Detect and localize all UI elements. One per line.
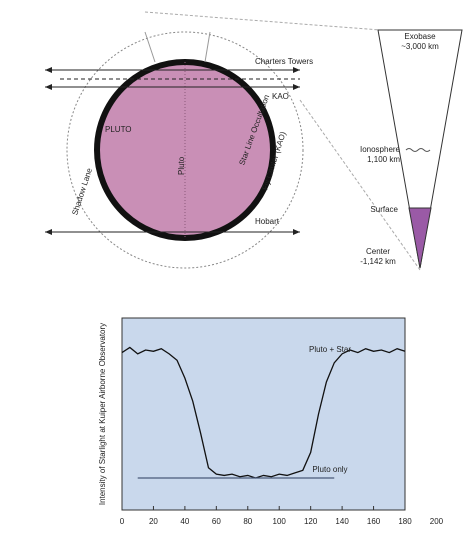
chord-label: KAO [272, 92, 289, 101]
x-tick-label: 20 [149, 517, 158, 526]
x-tick-label: 200 [430, 517, 444, 526]
figure: Charters Towers KAO Hobart PLUTO Pluto S… [0, 0, 466, 535]
x-tick-label: 0 [120, 517, 125, 526]
x-tick-label: 120 [304, 517, 318, 526]
wedge-label: ~3,000 km [401, 42, 439, 51]
pointer [145, 32, 155, 62]
x-tick-label: 80 [243, 517, 252, 526]
series-label: Pluto only [312, 465, 347, 474]
x-tick-label: 160 [367, 517, 381, 526]
y-axis-label: Intensity of Starlight at Kuiper Airborn… [98, 323, 107, 505]
wedge-label: Exobase [404, 32, 436, 41]
x-tick-label: 40 [180, 517, 189, 526]
occultation-diagram: Charters Towers KAO Hobart PLUTO Pluto S… [45, 12, 462, 270]
wedge-label: Center [366, 247, 390, 256]
x-tick-label: 60 [212, 517, 221, 526]
pointer [205, 32, 210, 62]
x-tick-label: 180 [398, 517, 412, 526]
wedge-label: Surface [370, 205, 398, 214]
wedge-label: Ionosphere [360, 145, 401, 154]
plot-area [122, 318, 405, 510]
x-tick-label: 140 [335, 517, 349, 526]
chord-label: Charters Towers [255, 57, 313, 66]
chord-label: Hobart [255, 217, 280, 226]
x-tick-label: 100 [273, 517, 287, 526]
interior-wedge [409, 208, 431, 268]
disk-label: PLUTO [105, 125, 132, 134]
projection-line [145, 12, 380, 30]
wedge-label: 1,100 km [367, 155, 400, 164]
wedge-label: -1,142 km [360, 257, 396, 266]
disk-label: Pluto [177, 156, 186, 175]
series-label: Pluto + Star [309, 345, 351, 354]
